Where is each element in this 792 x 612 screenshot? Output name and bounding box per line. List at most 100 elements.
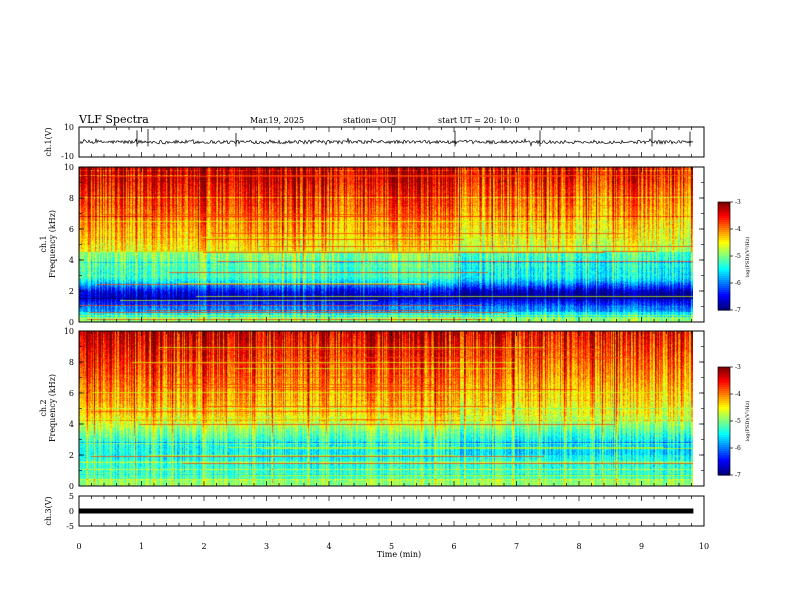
y-tick-label: 0	[69, 482, 74, 491]
y-tick-label: 10	[64, 163, 74, 172]
colorbar-swatch	[718, 377, 730, 380]
colorbar-swatch	[718, 250, 730, 253]
time-axis-tick-labels: 0 1 2 3 4 5 6 7 8 9 10	[76, 542, 709, 551]
colorbar-swatch	[718, 469, 730, 472]
colorbar-swatch	[718, 423, 730, 426]
x-tick-label: 6	[451, 542, 456, 551]
ch2-spectrogram-image	[79, 331, 693, 486]
colorbar-swatch	[718, 453, 730, 456]
colorbar-swatch	[718, 411, 730, 414]
colorbar-swatch	[718, 218, 730, 221]
colorbar-swatch	[718, 272, 730, 275]
colorbar-tick-label: -4	[735, 226, 741, 233]
ch1-ytick-bottom: -10	[61, 152, 74, 161]
colorbar-swatch	[718, 294, 730, 297]
colorbar-swatch	[718, 465, 730, 468]
colorbar-swatch	[718, 230, 730, 233]
colorbar-swatch	[718, 244, 730, 247]
colorbar-tick-label: -5	[735, 253, 741, 260]
colorbar-swatch	[718, 403, 730, 406]
colorbar-swatch	[718, 371, 730, 374]
colorbar-swatch	[718, 292, 730, 295]
colorbar-swatch	[718, 286, 730, 289]
colorbar-swatch	[718, 405, 730, 408]
colorbar-swatch	[718, 399, 730, 402]
colorbar-swatch	[718, 206, 730, 209]
ch1-colorbar: -3 -4 -5 -6 -7	[717, 199, 741, 314]
ch1-ytick-top: 10	[64, 123, 74, 132]
colorbar-swatch	[718, 276, 730, 279]
ch3-waveform-panel: 5 0 -5 ch.3(V)	[44, 492, 705, 531]
colorbar-swatch	[718, 417, 730, 420]
colorbar-swatch	[718, 401, 730, 404]
colorbar-swatch	[718, 256, 730, 259]
y-tick-label: 4	[69, 256, 74, 265]
colorbar-swatch	[718, 260, 730, 263]
colorbar-swatch	[718, 242, 730, 245]
colorbar-swatch	[718, 415, 730, 418]
colorbar-swatch	[718, 208, 730, 211]
y-tick-label: 6	[69, 389, 74, 398]
ch1-ylabel: ch.1(V)	[44, 127, 53, 156]
colorbar-swatch	[718, 449, 730, 452]
y-tick-label: 0	[69, 318, 74, 327]
colorbar-swatch	[718, 204, 730, 207]
ch2-spectrogram-yticks: 0 2 4 6 8 10	[64, 327, 704, 491]
colorbar-swatch	[718, 248, 730, 251]
ch2-freq-ylabel: Frequency (kHz)	[48, 374, 57, 442]
colorbar-swatch	[718, 443, 730, 446]
time-axis-ticks	[78, 127, 705, 526]
colorbar-swatch	[718, 212, 730, 215]
colorbar-swatch	[718, 270, 730, 273]
ch1-spikes	[136, 129, 691, 147]
colorbar-swatch	[718, 431, 730, 434]
ch2-channel-label: ch.2	[39, 399, 48, 416]
colorbar-swatch	[718, 278, 730, 281]
colorbar-swatch	[718, 433, 730, 436]
ch1-channel-label: ch.1	[39, 235, 48, 252]
colorbar-swatch	[718, 216, 730, 219]
colorbar-swatch	[718, 451, 730, 454]
colorbar-swatch	[718, 439, 730, 442]
colorbar-swatch	[718, 202, 730, 205]
colorbar-tick-label: -6	[735, 280, 741, 287]
colorbar-swatch	[718, 298, 730, 301]
ch3-ytick-top: 5	[69, 492, 74, 501]
colorbar-swatch	[718, 413, 730, 416]
colorbar-swatch	[718, 385, 730, 388]
station-label: station= OUJ	[343, 116, 396, 125]
colorbar-swatch	[718, 274, 730, 277]
colorbar-swatch	[718, 268, 730, 271]
colorbar-swatch	[718, 467, 730, 470]
ch1-freq-ylabel: Frequency (kHz)	[48, 210, 57, 278]
colorbar-swatch	[718, 262, 730, 265]
colorbar-swatch	[718, 222, 730, 225]
colorbar-swatch	[718, 463, 730, 466]
ch1-trace	[79, 137, 694, 148]
colorbar-swatch	[718, 375, 730, 378]
x-tick-label: 4	[326, 542, 331, 551]
colorbar-swatch	[718, 290, 730, 293]
x-tick-label: 9	[639, 542, 644, 551]
colorbar-swatch	[718, 226, 730, 229]
colorbar-swatch	[718, 246, 730, 249]
colorbar-swatch	[718, 455, 730, 458]
x-tick-label: 5	[389, 542, 394, 551]
colorbar-swatch	[718, 302, 730, 305]
colorbar-swatch	[718, 236, 730, 239]
x-tick-label: 7	[514, 542, 519, 551]
colorbar-swatch	[718, 252, 730, 255]
colorbar-swatch	[718, 421, 730, 424]
colorbar-swatch	[718, 280, 730, 283]
colorbar-swatch	[718, 304, 730, 307]
ch3-ytick-mid: 0	[69, 507, 74, 516]
colorbar-swatch	[718, 308, 730, 311]
colorbar-swatch	[718, 429, 730, 432]
colorbar-swatch	[718, 282, 730, 285]
ch3-trace	[79, 508, 694, 514]
x-tick-label: 10	[699, 542, 709, 551]
x-tick-label: 2	[201, 542, 206, 551]
ch2-colorbar: -3 -4 -5 -6 -7	[717, 364, 741, 479]
colorbar-swatch	[718, 264, 730, 267]
